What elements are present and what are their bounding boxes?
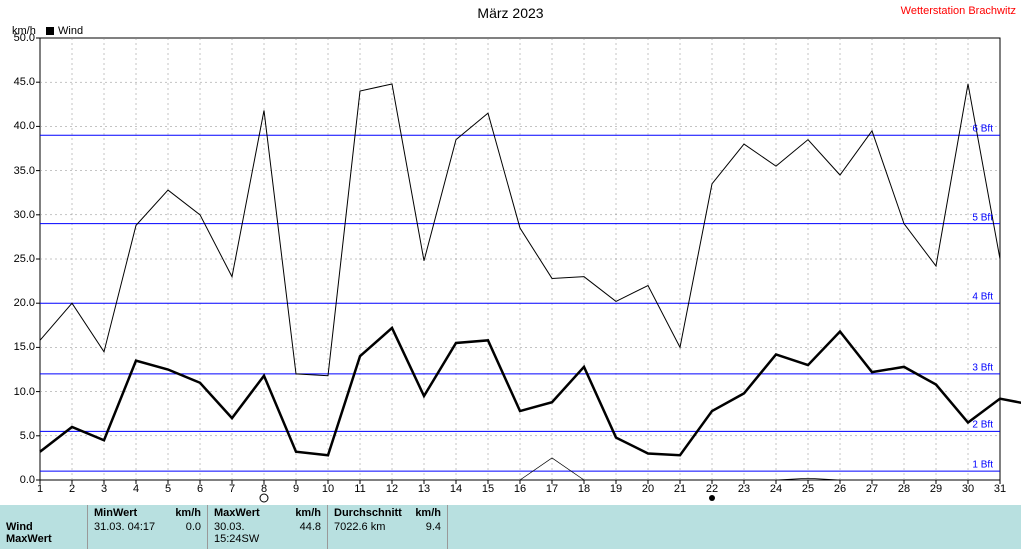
maxwert-unit: km/h (295, 507, 321, 519)
x-tick-label: 13 (418, 483, 430, 495)
minwert-time: 31.03. 04:17 (94, 521, 155, 533)
bft-label: 4 Bft (972, 292, 993, 303)
summary-footer: Wind MaxWert MinWert km/h 31.03. 04:17 0.0… (0, 505, 1021, 549)
x-tick-label: 6 (197, 483, 203, 495)
x-tick-label: 23 (738, 483, 750, 495)
minwert-unit: km/h (175, 507, 201, 519)
footer-col-min: MinWert km/h 31.03. 04:17 0.0 (88, 505, 208, 549)
bft-label: 5 Bft (972, 212, 993, 223)
bft-label: 3 Bft (972, 362, 993, 373)
x-tick-label: 16 (514, 483, 526, 495)
x-tick-label: 17 (546, 483, 558, 495)
x-tick-label: 7 (229, 483, 235, 495)
x-tick-label: 5 (165, 483, 171, 495)
plot-area (0, 0, 1021, 505)
bft-label: 2 Bft (972, 420, 993, 431)
x-tick-label: 31 (994, 483, 1006, 495)
y-tick-label: 40.0 (5, 120, 35, 132)
footer-rowlabels: Wind MaxWert (0, 505, 88, 549)
footer-col-avg: Durchschnitt km/h 7022.6 km 9.4 (328, 505, 448, 549)
x-tick-label: 3 (101, 483, 107, 495)
x-tick-label: 25 (802, 483, 814, 495)
x-tick-label: 26 (834, 483, 846, 495)
x-tick-label: 20 (642, 483, 654, 495)
x-tick-label: 11 (354, 483, 365, 495)
x-tick-label: 4 (133, 483, 139, 495)
y-tick-label: 25.0 (5, 253, 35, 265)
y-tick-label: 50.0 (5, 32, 35, 44)
avg-total: 7022.6 km (334, 521, 385, 533)
x-tick-label: 27 (866, 483, 878, 495)
x-tick-label: 22 (706, 483, 718, 495)
maxwert-time: 30.03. 15:24SW (214, 521, 292, 545)
x-tick-label: 1 (37, 483, 43, 495)
x-tick-label: 2 (69, 483, 75, 495)
y-tick-label: 35.0 (5, 165, 35, 177)
footer-spacer (6, 507, 81, 521)
maxwert-value: 44.8 (300, 521, 321, 545)
y-tick-label: 0.0 (5, 474, 35, 486)
x-tick-label: 19 (610, 483, 622, 495)
x-tick-label: 8 (261, 483, 267, 495)
x-tick-label: 10 (322, 483, 334, 495)
x-tick-label: 12 (386, 483, 398, 495)
chart-container: März 2023 Wetterstation Brachwitz km/h W… (0, 0, 1021, 505)
y-tick-label: 10.0 (5, 386, 35, 398)
y-tick-label: 15.0 (5, 341, 35, 353)
minwert-value: 0.0 (186, 521, 201, 533)
x-tick-label: 28 (898, 483, 910, 495)
y-tick-label: 5.0 (5, 430, 35, 442)
x-tick-label: 9 (293, 483, 299, 495)
avg-value: 9.4 (426, 521, 441, 533)
x-tick-label: 30 (962, 483, 974, 495)
avg-unit: km/h (415, 507, 441, 519)
y-tick-label: 45.0 (5, 76, 35, 88)
x-tick-label: 21 (674, 483, 686, 495)
x-tick-label: 29 (930, 483, 942, 495)
footer-rowlabel-maxwert: MaxWert (6, 533, 81, 545)
x-tick-label: 18 (578, 483, 590, 495)
minwert-header: MinWert (94, 507, 137, 519)
x-tick-label: 24 (770, 483, 782, 495)
y-tick-label: 20.0 (5, 297, 35, 309)
bft-label: 6 Bft (972, 124, 993, 135)
footer-rowlabel-wind: Wind (6, 521, 81, 533)
footer-col-max: MaxWert km/h 30.03. 15:24SW 44.8 (208, 505, 328, 549)
x-tick-label: 15 (482, 483, 494, 495)
y-tick-label: 30.0 (5, 209, 35, 221)
x-tick-label: 14 (450, 483, 462, 495)
maxwert-header: MaxWert (214, 507, 260, 519)
bft-label: 1 Bft (972, 460, 993, 471)
avg-header: Durchschnitt (334, 507, 402, 519)
